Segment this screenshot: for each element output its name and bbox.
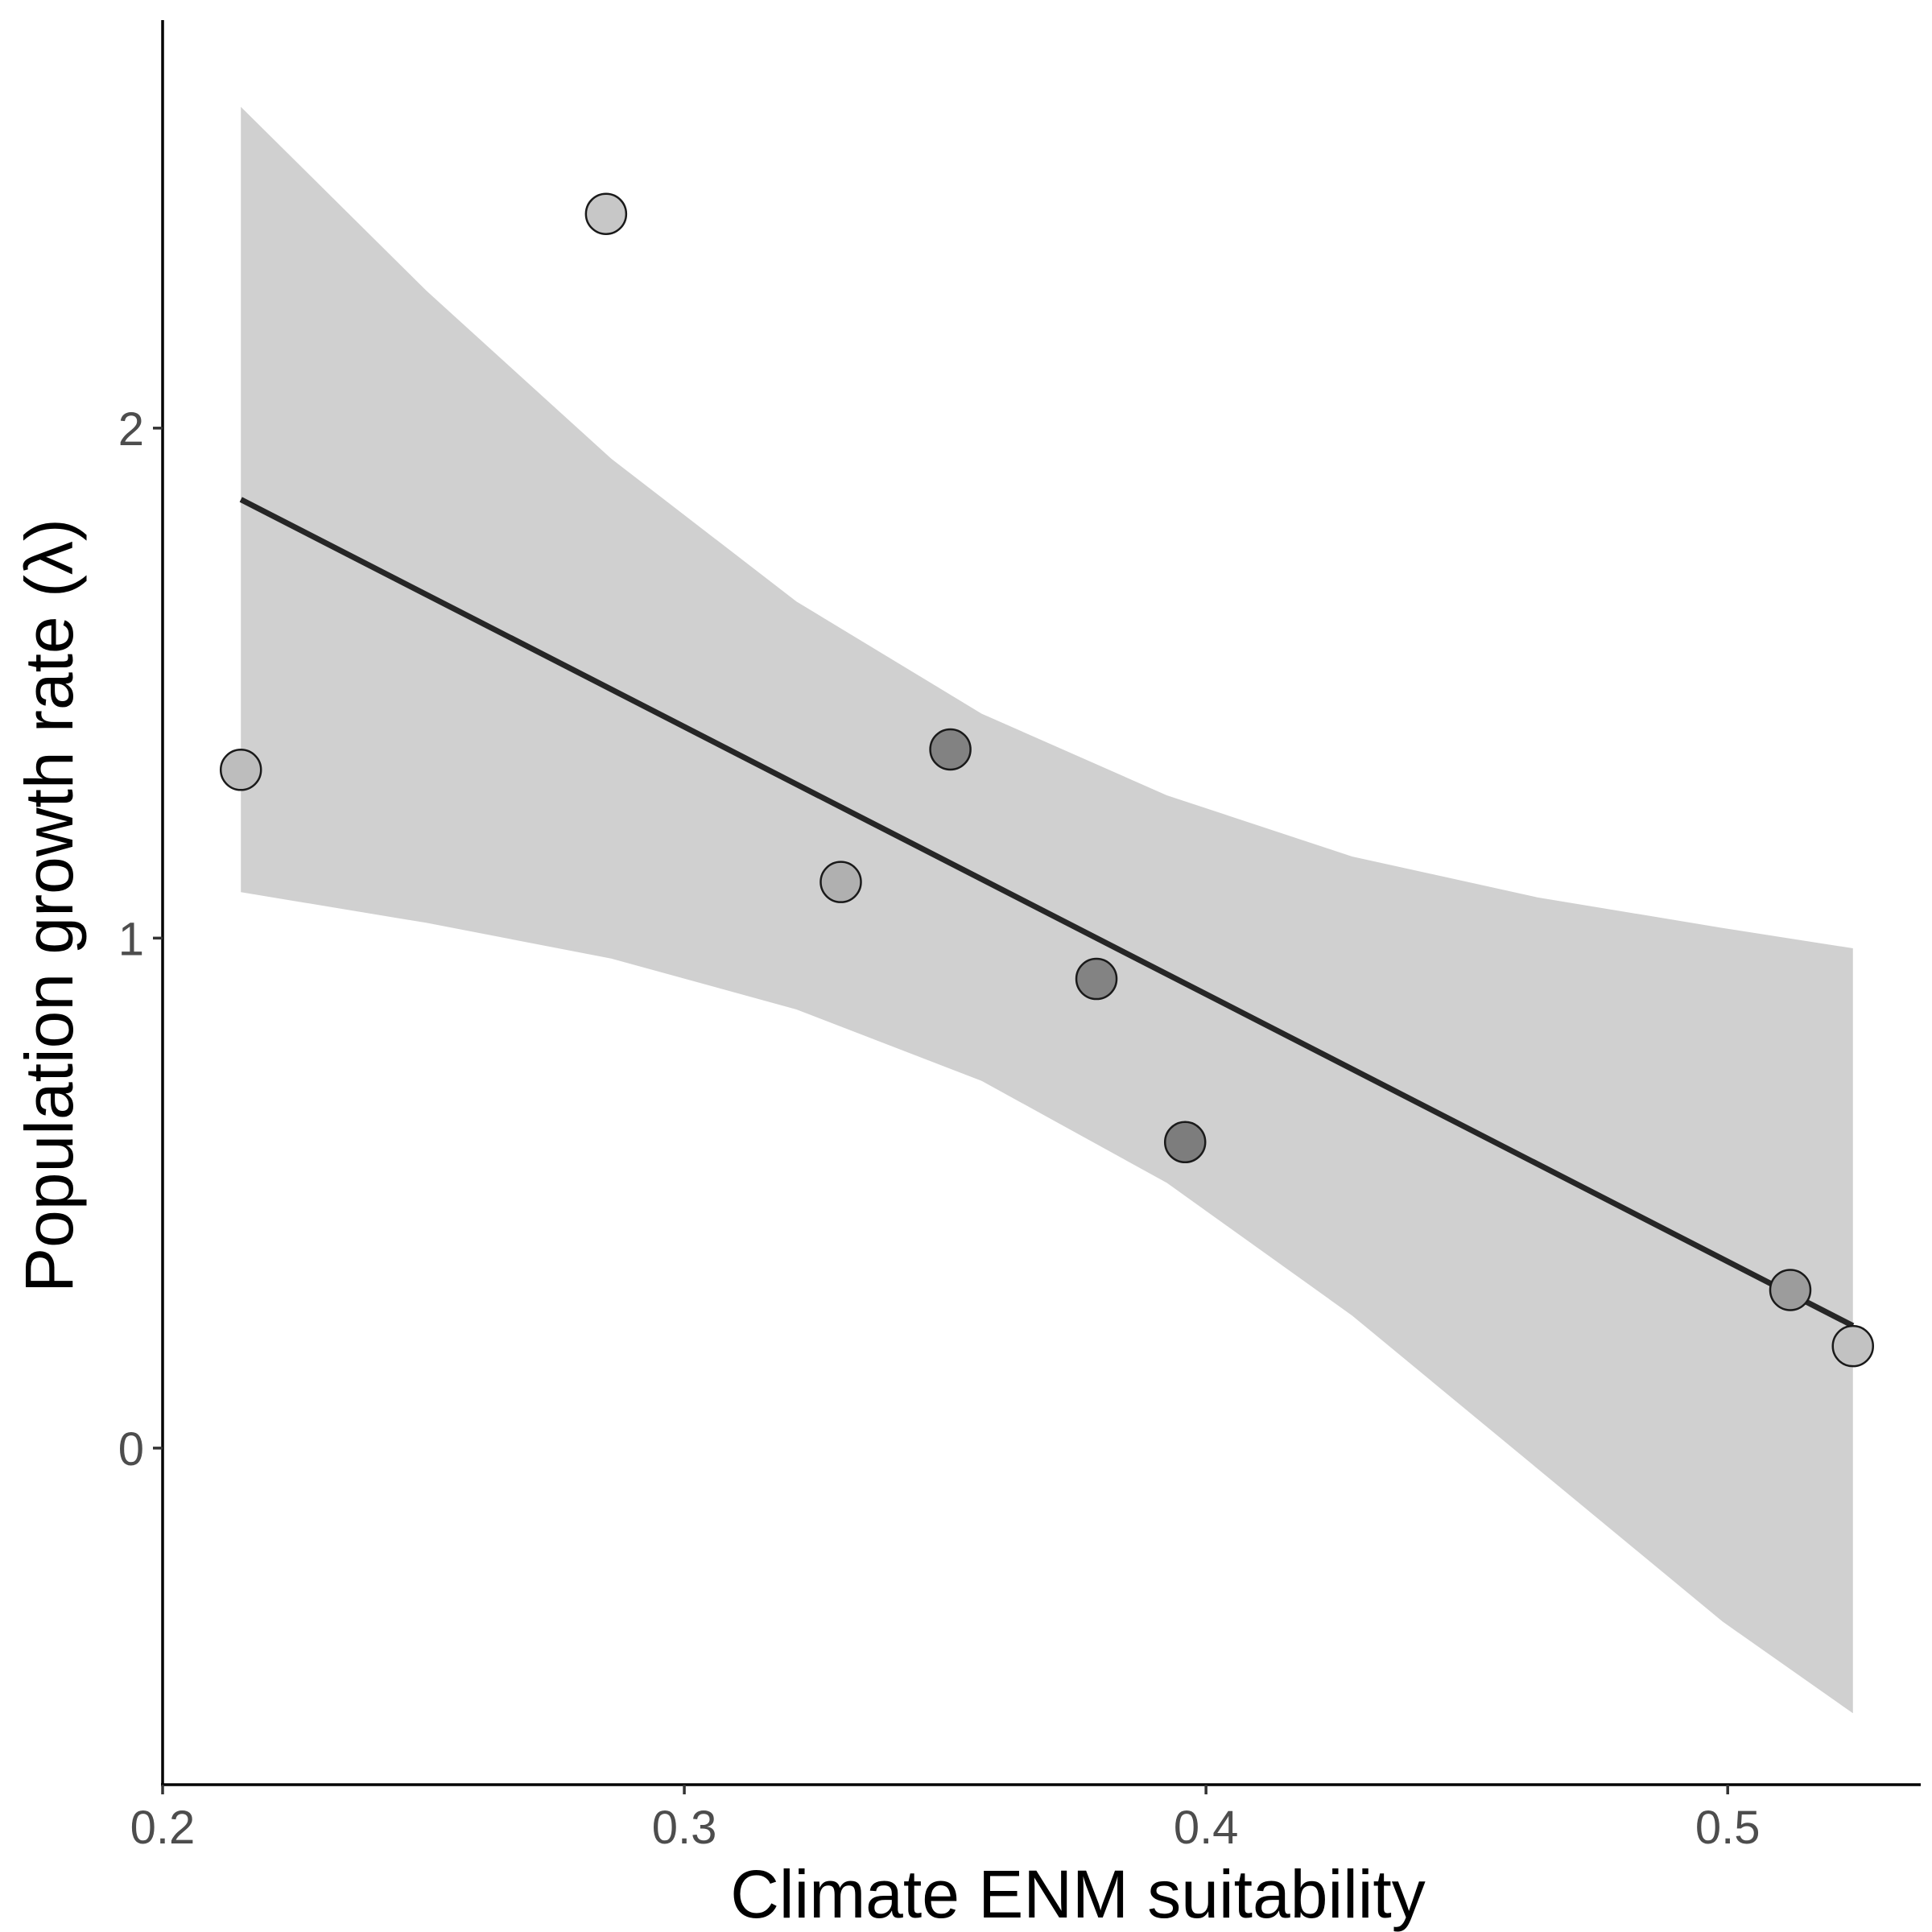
data-point-1 — [219, 749, 262, 791]
x-tick-label: 0.4 — [1174, 1802, 1239, 1854]
y-tick-label: 0 — [118, 1423, 144, 1476]
data-point-4 — [929, 728, 972, 771]
data-point-6 — [1163, 1121, 1207, 1164]
y-tick-label: 1 — [118, 913, 144, 965]
y-tick-label: 2 — [118, 403, 144, 456]
x-tick-label: 0.2 — [130, 1802, 196, 1854]
data-point-5 — [1075, 957, 1118, 1001]
data-point-8 — [1831, 1324, 1875, 1368]
regression-line — [239, 497, 1855, 1328]
x-axis-title: Climate ENM suitability — [730, 1856, 1426, 1932]
points-layer — [219, 192, 1875, 1368]
y-axis-title: Population growth rate (λ) — [11, 518, 87, 1293]
data-point-2 — [584, 192, 628, 235]
data-point-3 — [819, 861, 862, 903]
fit-line-layer — [239, 497, 1855, 1328]
x-tick-label: 0.3 — [652, 1802, 717, 1854]
data-point-7 — [1769, 1269, 1812, 1311]
x-tick-label: 0.5 — [1695, 1802, 1761, 1854]
axes-layer: 0.2 0.3 0.4 0.5 0 1 2 — [118, 20, 1921, 1854]
